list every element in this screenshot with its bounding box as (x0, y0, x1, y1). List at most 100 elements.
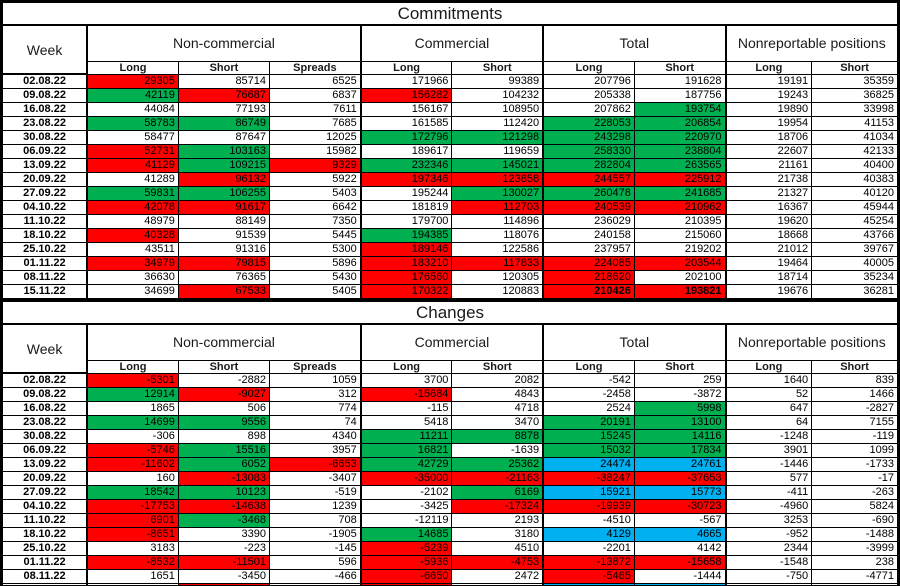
value-cell: 241685 (633, 186, 727, 201)
value-cell: 42729 (359, 457, 453, 472)
table-row: 06.09.22 52731 103163 15982 189617 119659 2583… (1, 144, 899, 159)
value-cell: 3957 (269, 443, 362, 458)
week-cell: 25.10.22 (1, 541, 88, 556)
value-cell: 120305 (451, 270, 544, 285)
col-header-nc-spreads: Spreads (269, 60, 362, 75)
value-cell: 1059 (269, 372, 362, 388)
value-cell: -952 (724, 527, 813, 542)
value-cell: 114896 (451, 214, 544, 229)
week-cell: 02.08.22 (1, 73, 88, 89)
value-cell: 237957 (542, 242, 635, 257)
col-header-t-long: Long (542, 359, 635, 374)
value-cell: -17 (811, 471, 899, 486)
value-cell: 41034 (811, 130, 899, 145)
group-header-nonreportable: Nonreportable positions (724, 323, 899, 361)
value-cell: 109215 (177, 158, 271, 173)
value-cell: 21738 (724, 172, 813, 187)
value-cell: 91539 (177, 228, 271, 243)
table-row: 09.08.22 42119 76687 6837 156282 104232 205338… (1, 88, 899, 103)
table-row: 04.10.22 42078 91617 6642 181819 112703 240539… (1, 200, 899, 215)
week-cell: 02.08.22 (1, 372, 88, 388)
value-cell: 48979 (86, 214, 179, 229)
value-cell: 36825 (811, 88, 899, 103)
value-cell: 18706 (724, 130, 813, 145)
value-cell: 647 (724, 401, 813, 416)
value-cell: 67533 (177, 284, 271, 300)
week-cell: 23.08.22 (1, 415, 88, 430)
value-cell: -3407 (269, 471, 362, 486)
col-header-nr-long: Long (724, 60, 813, 75)
value-cell: -750 (724, 569, 813, 584)
value-cell: 1651 (86, 569, 179, 584)
value-cell: -38247 (542, 471, 635, 486)
table-row: 06.09.22 -5746 15516 3957 16821 -1639 15032 178… (1, 443, 899, 458)
group-header-nonreportable: Nonreportable positions (724, 24, 899, 62)
value-cell: 5403 (269, 186, 362, 201)
value-cell: -4960 (724, 499, 813, 514)
value-cell: 77193 (177, 102, 271, 117)
value-cell: -1639 (451, 443, 544, 458)
value-cell: -17324 (451, 499, 544, 514)
value-cell: 6642 (269, 200, 362, 215)
value-cell: 34699 (86, 284, 179, 300)
value-cell: 122586 (451, 242, 544, 257)
value-cell: 40328 (86, 228, 179, 243)
week-cell: 08.11.22 (1, 569, 88, 584)
value-cell: 1047 (811, 583, 899, 585)
value-cell: -5239 (359, 541, 453, 556)
value-cell: 9556 (177, 415, 271, 430)
value-cell: -13083 (177, 471, 271, 486)
value-cell: 74 (269, 415, 362, 430)
value-cell: 15516 (177, 443, 271, 458)
value-cell: 52 (724, 387, 813, 402)
week-cell: 08.11.22 (1, 270, 88, 285)
value-cell: 21327 (724, 186, 813, 201)
value-cell: 9329 (269, 158, 362, 173)
value-cell: 19890 (724, 102, 813, 117)
value-cell: 41129 (86, 158, 179, 173)
group-header-noncommercial: Non-commercial (86, 323, 362, 361)
week-cell: 09.08.22 (1, 387, 88, 402)
value-cell: -3999 (811, 541, 899, 556)
value-cell: 29305 (86, 73, 179, 89)
value-cell: -35000 (359, 471, 453, 486)
value-cell: 19191 (724, 73, 813, 89)
value-cell: 7350 (269, 214, 362, 229)
value-cell: 13100 (633, 415, 727, 430)
value-cell: 205338 (542, 88, 635, 103)
value-cell: -21163 (451, 471, 544, 486)
col-header-t-short: Short (633, 359, 727, 374)
table-row: 08.11.22 1651 -3450 -466 -6650 2472 -5465 -1444… (1, 569, 899, 584)
week-cell: 30.08.22 (1, 130, 88, 145)
table-row: 15.11.22-1931-8832-25-6238578-8194-82799… (1, 583, 899, 585)
value-cell: 240539 (542, 200, 635, 215)
col-header-nc-short: Short (177, 359, 271, 374)
value-cell: -1488 (811, 527, 899, 542)
value-cell: 120883 (451, 284, 544, 300)
value-cell: 206854 (633, 116, 727, 131)
value-cell: 104232 (451, 88, 544, 103)
table-row: 16.08.22 1865 506 774 -115 4718 2524 5998 647 -28… (1, 401, 899, 416)
value-cell: 76365 (177, 270, 271, 285)
value-cell: 21161 (724, 158, 813, 173)
value-cell: -145 (269, 541, 362, 556)
value-cell: -690 (811, 513, 899, 528)
week-cell: 11.10.22 (1, 513, 88, 528)
value-cell: -5936 (359, 555, 453, 570)
value-cell: 187756 (633, 88, 727, 103)
value-cell: 243298 (542, 130, 635, 145)
value-cell: 220970 (633, 130, 727, 145)
value-cell: 225912 (633, 172, 727, 187)
value-cell: 121298 (451, 130, 544, 145)
value-cell: -1548 (724, 555, 813, 570)
value-cell: 577 (724, 471, 813, 486)
value-cell: 238 (811, 555, 899, 570)
value-cell: 44084 (86, 102, 179, 117)
table-row: 18.10.22 40328 91539 5445 194385 118076 240158… (1, 228, 899, 243)
value-cell: 5824 (811, 499, 899, 514)
value-cell: 6901 (86, 513, 179, 528)
value-cell: 42119 (86, 88, 179, 103)
value-cell: 123858 (451, 172, 544, 187)
value-cell: 156282 (359, 88, 453, 103)
value-cell: 15245 (542, 429, 635, 444)
